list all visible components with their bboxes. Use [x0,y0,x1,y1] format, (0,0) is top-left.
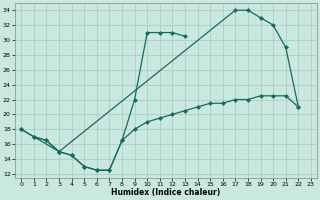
X-axis label: Humidex (Indice chaleur): Humidex (Indice chaleur) [111,188,221,197]
